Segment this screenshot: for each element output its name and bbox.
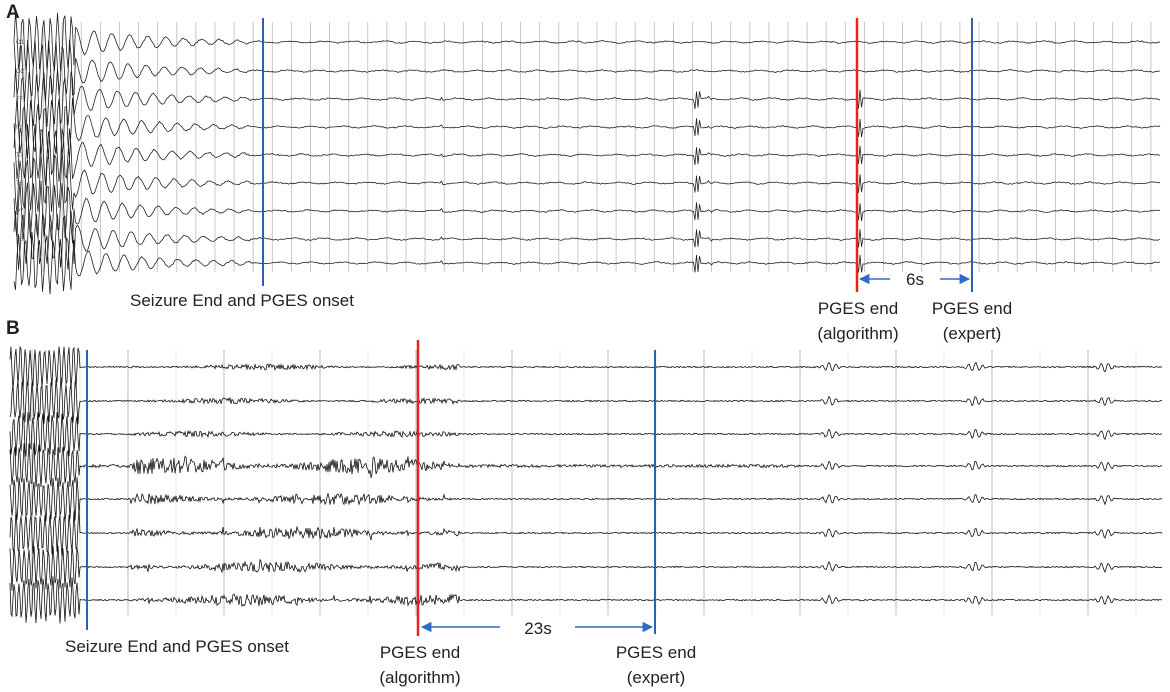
channel-label: T8	[16, 181, 24, 187]
eeg-trace	[9, 576, 1163, 624]
expert-label: (expert)	[627, 668, 686, 687]
channel-label: P8	[16, 237, 24, 243]
eeg-trace	[9, 345, 1163, 391]
expert-label: PGES end	[932, 299, 1012, 318]
channel-label: F7	[16, 97, 24, 103]
interval-label: 23s	[524, 619, 551, 638]
algorithm-label: (algorithm)	[817, 324, 898, 343]
eeg-trace	[9, 377, 1163, 425]
expert-label: (expert)	[943, 324, 1002, 343]
eeg-trace	[13, 66, 1160, 132]
eeg-trace	[13, 151, 1161, 215]
interval-label: 6s	[906, 270, 924, 289]
algorithm-label: PGES end	[380, 643, 460, 662]
channel-label: P7	[16, 209, 24, 215]
algorithm-label: PGES end	[818, 299, 898, 318]
eeg-trace	[13, 180, 1161, 244]
panel-a: O1 O2 F7 F8 T7 T8 P7 P8	[13, 11, 1161, 295]
panel-label: A	[6, 2, 20, 23]
eeg-trace	[13, 96, 1161, 160]
eeg-trace	[13, 39, 1161, 103]
eeg-trace	[13, 123, 1161, 186]
channel-label: T7	[16, 153, 24, 159]
panel-b	[9, 345, 1163, 624]
eeg-trace	[9, 509, 1163, 557]
onset-label: Seizure End and PGES onset	[130, 291, 354, 310]
eeg-trace	[13, 209, 1161, 270]
algorithm-label: (algorithm)	[379, 668, 460, 687]
eeg-trace	[13, 11, 1161, 72]
expert-label: PGES end	[616, 643, 696, 662]
onset-label: Seizure End and PGES onset	[65, 637, 289, 656]
panel-label: B	[6, 318, 20, 339]
eeg-trace	[13, 232, 1161, 295]
eeg-trace	[9, 476, 1163, 522]
eeg-trace	[9, 412, 1163, 457]
channel-label: O1	[16, 40, 25, 46]
eeg-trace	[9, 442, 1163, 488]
channel-label: F8	[16, 125, 24, 131]
eeg-trace	[9, 545, 1162, 591]
channel-label: O2	[16, 69, 25, 75]
